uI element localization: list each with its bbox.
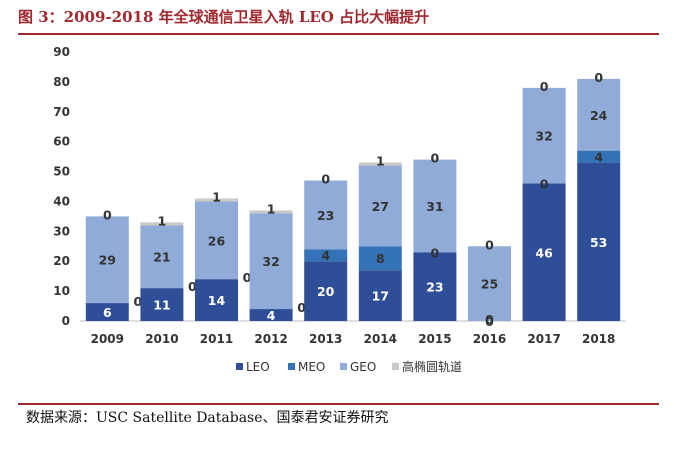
y-tick-label: 0	[62, 314, 70, 328]
bar-segment-meo	[304, 249, 348, 262]
y-tick-label: 70	[53, 105, 70, 119]
x-tick-label: 2010	[145, 332, 178, 346]
data-label-leo: 14	[208, 293, 226, 308]
source-rule	[18, 403, 659, 405]
data-label-geo: 29	[99, 253, 116, 268]
figure-title: 图 3：2009-2018 年全球通信卫星入轨 LEO 占比大幅提升	[18, 8, 430, 26]
source-note: 数据来源：USC Satellite Database、国泰君安证券研究	[26, 410, 389, 426]
legend-label: LEO	[246, 360, 270, 374]
x-tick-label: 2013	[309, 332, 342, 346]
bar-segment-geo	[413, 159, 457, 253]
legend-swatch	[340, 363, 347, 370]
legend-swatch	[288, 363, 295, 370]
bar-segment-geo	[358, 165, 402, 247]
bar-segment-leo	[249, 309, 293, 321]
bar-segment-高椭圆轨道	[195, 198, 238, 202]
bar-segment-leo	[413, 252, 457, 321]
y-tick-label: 10	[53, 284, 70, 298]
data-label-meo: 0	[485, 314, 494, 329]
data-label-heo: 1	[267, 201, 276, 216]
bar-segment-leo	[140, 288, 184, 321]
data-label-meo: 0	[297, 300, 306, 315]
y-tick-label: 90	[53, 45, 70, 59]
legend-label: GEO	[350, 360, 376, 374]
data-label-heo: 1	[212, 189, 221, 204]
y-tick-label: 60	[53, 135, 70, 149]
data-label-meo: 0	[431, 245, 440, 260]
data-label-leo: 11	[153, 298, 170, 313]
bar-segment-geo	[577, 78, 621, 151]
data-label-heo: 0	[431, 151, 440, 166]
bar-segment-leo	[85, 303, 129, 321]
data-label-meo: 0	[540, 177, 549, 192]
data-label-leo: 0	[485, 312, 494, 327]
x-tick-label: 2017	[527, 332, 560, 346]
data-label-leo: 17	[372, 289, 389, 304]
x-tick-label: 2016	[473, 332, 506, 346]
x-tick-label: 2014	[364, 332, 397, 346]
bar-segment-leo	[522, 183, 566, 321]
data-label-leo: 46	[535, 245, 553, 260]
y-tick-label: 80	[53, 75, 70, 89]
data-label-heo: 0	[485, 237, 494, 252]
data-label-meo: 4	[594, 150, 603, 165]
bar-segment-geo	[304, 180, 348, 250]
data-label-geo: 26	[208, 233, 226, 248]
legend-label: 高椭圆轨道	[402, 359, 462, 374]
data-label-leo: 23	[426, 280, 443, 295]
y-tick-label: 20	[53, 254, 70, 268]
data-label-meo: 0	[188, 279, 197, 294]
bar-segment-高椭圆轨道	[249, 210, 293, 214]
data-label-heo: 1	[158, 213, 167, 228]
data-label-heo: 0	[103, 207, 112, 222]
data-label-heo: 0	[321, 172, 330, 187]
bar-segment-leo	[358, 270, 402, 321]
stacked-bar-chart: 0102030405060708090200960290201011021120…	[53, 45, 626, 374]
data-label-geo: 32	[262, 254, 279, 269]
data-label-geo: 24	[590, 108, 608, 123]
legend-label: MEO	[298, 360, 325, 374]
bar-segment-高椭圆轨道	[358, 162, 402, 166]
data-label-leo: 20	[317, 284, 335, 299]
bar-segment-geo	[85, 216, 129, 304]
x-tick-label: 2011	[200, 332, 233, 346]
legend-swatch	[236, 363, 243, 370]
data-label-meo: 0	[133, 294, 142, 309]
x-tick-label: 2012	[254, 332, 287, 346]
bar-segment-geo	[195, 201, 238, 280]
x-tick-label: 2015	[418, 332, 451, 346]
legend-swatch	[392, 363, 399, 370]
bar-segment-meo	[358, 246, 402, 271]
x-tick-label: 2018	[582, 332, 615, 346]
data-label-leo: 6	[103, 305, 112, 320]
bar-segment-高椭圆轨道	[140, 222, 184, 226]
data-label-geo: 31	[426, 199, 443, 214]
data-label-meo: 8	[376, 251, 385, 266]
data-label-geo: 21	[153, 250, 170, 265]
y-tick-label: 30	[53, 224, 70, 238]
data-label-geo: 25	[481, 277, 498, 292]
data-label-leo: 53	[590, 235, 607, 250]
bar-segment-geo	[468, 246, 511, 321]
data-label-geo: 32	[535, 129, 552, 144]
bar-segment-geo	[140, 225, 184, 289]
data-label-meo: 4	[321, 248, 330, 263]
data-label-leo: 4	[267, 308, 276, 323]
data-label-geo: 23	[317, 208, 334, 223]
data-label-meo: 0	[243, 270, 252, 285]
y-tick-label: 50	[53, 165, 70, 179]
bar-segment-leo	[577, 162, 621, 321]
data-label-geo: 27	[372, 199, 389, 214]
y-tick-label: 40	[53, 194, 70, 208]
bar-segment-meo	[577, 150, 621, 163]
data-label-heo: 0	[594, 70, 603, 85]
bar-segment-geo	[249, 213, 293, 310]
title-rule	[18, 33, 659, 35]
bar-segment-leo	[304, 261, 348, 321]
bar-segment-geo	[522, 87, 566, 184]
x-tick-label: 2009	[91, 332, 124, 346]
bar-segment-leo	[195, 279, 238, 321]
data-label-heo: 1	[376, 154, 385, 169]
data-label-heo: 0	[540, 79, 549, 94]
